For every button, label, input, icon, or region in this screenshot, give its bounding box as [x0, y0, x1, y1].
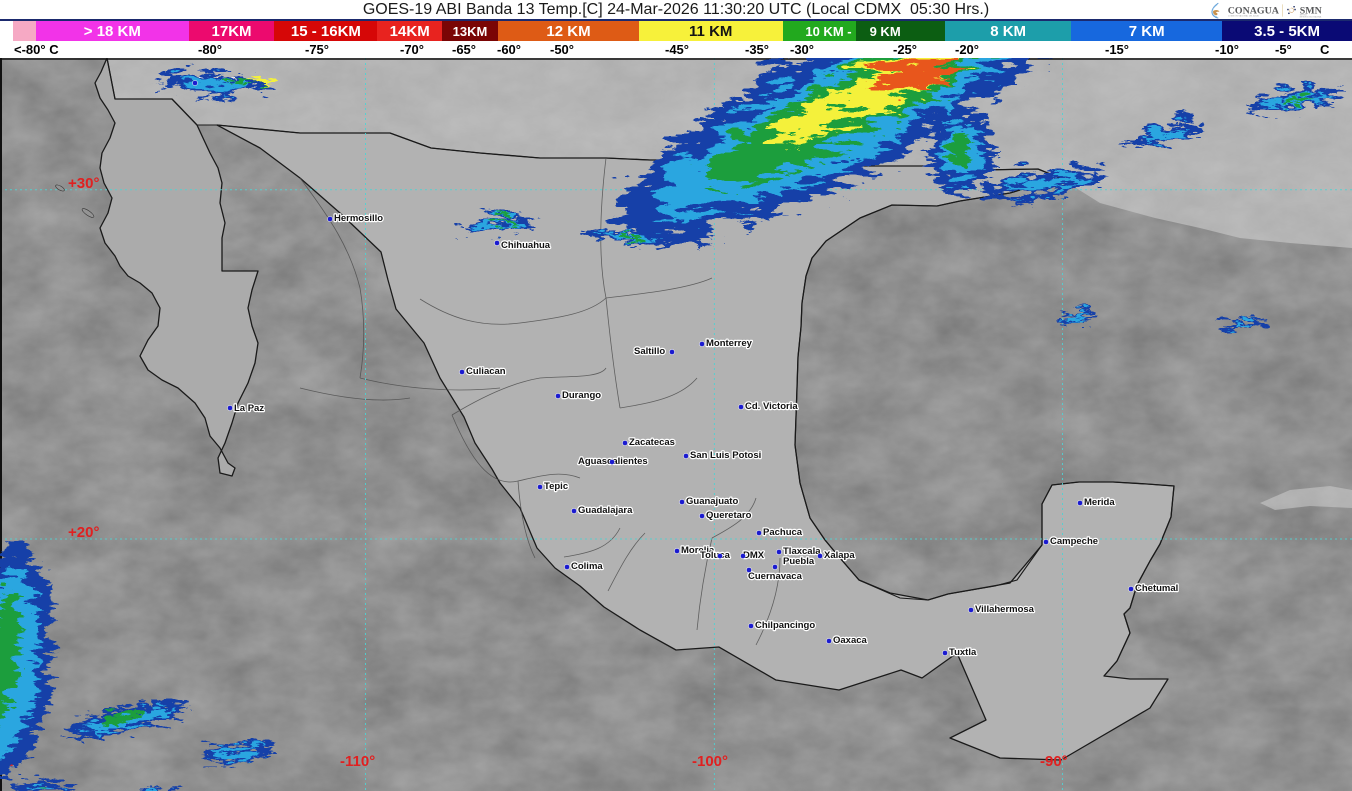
svg-text:Cuernavaca: Cuernavaca	[748, 571, 803, 582]
svg-text:-90°: -90°	[1040, 753, 1068, 770]
svg-text:Tuxtla: Tuxtla	[949, 647, 977, 658]
svg-text:Xalapa: Xalapa	[824, 550, 855, 561]
svg-text:Zacatecas: Zacatecas	[629, 437, 675, 448]
svg-text:Toluca: Toluca	[700, 550, 731, 561]
svg-text:SMN: SMN	[1300, 5, 1323, 16]
svg-text:Villahermosa: Villahermosa	[975, 604, 1035, 615]
svg-text:Puebla: Puebla	[783, 556, 815, 567]
svg-text:Durango: Durango	[562, 390, 601, 401]
svg-text:Saltillo: Saltillo	[634, 346, 665, 357]
svg-text:Oaxaca: Oaxaca	[833, 635, 868, 646]
svg-text:-110°: -110°	[340, 753, 375, 770]
svg-text:DMX: DMX	[743, 550, 765, 561]
svg-text:Pachuca: Pachuca	[763, 527, 803, 538]
svg-text:Chihuahua: Chihuahua	[501, 240, 551, 251]
svg-text:Colima: Colima	[571, 561, 603, 572]
svg-text:Monterrey: Monterrey	[706, 338, 753, 349]
svg-text:Guanajuato: Guanajuato	[686, 496, 738, 507]
svg-text:CONAGUA: CONAGUA	[1228, 5, 1280, 16]
svg-text:Culiacan: Culiacan	[466, 366, 506, 377]
svg-text:Guadalajara: Guadalajara	[578, 505, 633, 516]
svg-text:Tepic: Tepic	[544, 481, 568, 492]
svg-text:Hermosillo: Hermosillo	[334, 213, 383, 224]
svg-text:Merida: Merida	[1084, 497, 1115, 508]
svg-text:Chilpancingo: Chilpancingo	[755, 620, 815, 631]
svg-text:+30°: +30°	[68, 175, 99, 192]
svg-text:San Luis Potosi: San Luis Potosi	[690, 450, 761, 461]
svg-text:Cd. Victoria: Cd. Victoria	[745, 401, 798, 412]
svg-text:Campeche: Campeche	[1050, 536, 1098, 547]
svg-text:La Paz: La Paz	[234, 403, 264, 414]
svg-text:+20°: +20°	[68, 524, 99, 541]
svg-text:-100°: -100°	[692, 753, 728, 770]
svg-text:Queretaro: Queretaro	[706, 510, 752, 521]
svg-text:Chetumal: Chetumal	[1135, 583, 1178, 594]
